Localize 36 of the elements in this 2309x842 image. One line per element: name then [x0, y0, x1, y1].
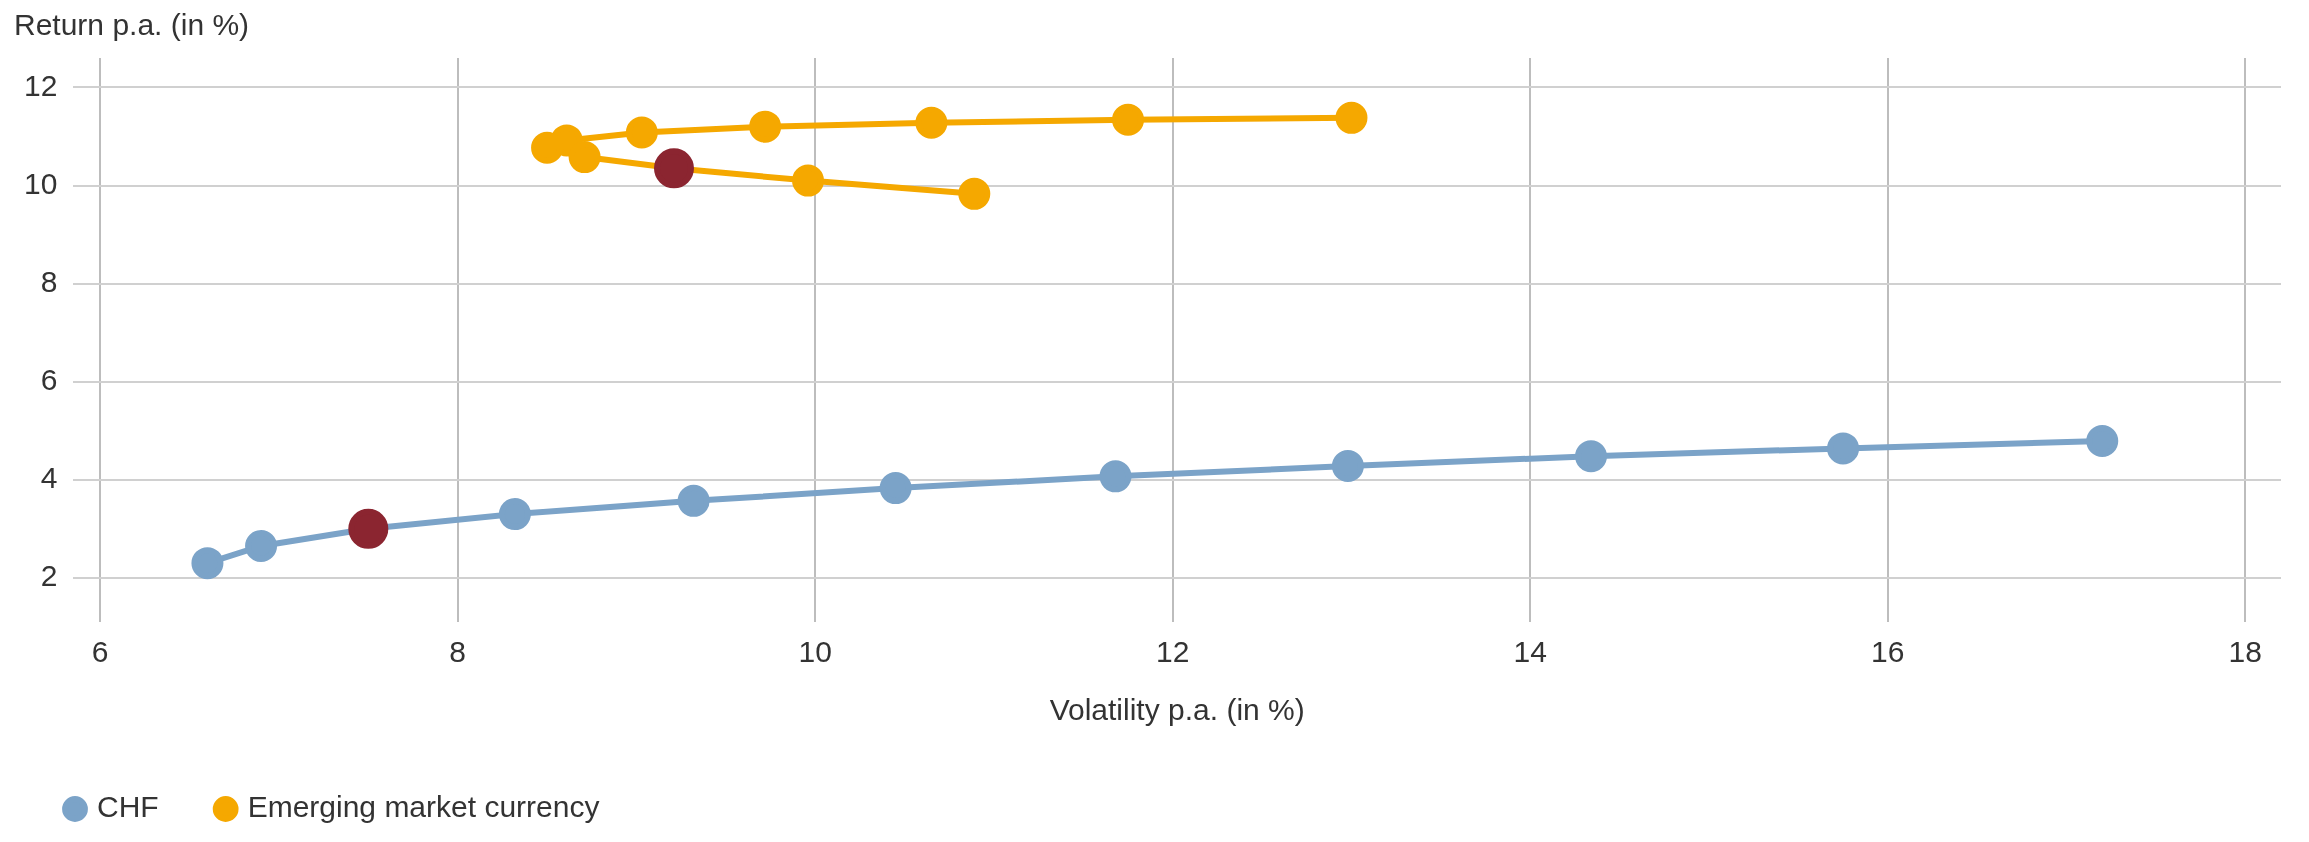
point: [1331, 450, 1364, 483]
x-tick-label: 10: [798, 635, 832, 669]
point: [1335, 101, 1368, 134]
point: [958, 177, 991, 210]
point: [1099, 460, 1132, 493]
point: [749, 110, 782, 143]
y-tick-label: 4: [40, 461, 58, 495]
y-tick-label: 6: [40, 362, 58, 396]
point: [1112, 103, 1145, 136]
point: [792, 164, 825, 197]
point: [191, 547, 224, 580]
x-tick-label: 8: [449, 635, 467, 669]
x-tick-label: 6: [91, 635, 109, 669]
point: [915, 106, 948, 139]
x-tick-label: 18: [2228, 635, 2262, 669]
point: [879, 472, 912, 505]
point: [531, 131, 564, 164]
x-axis-title: Volatility p.a. (in %): [1049, 693, 1305, 727]
point: [625, 116, 658, 149]
point: [568, 141, 601, 174]
legend-label: Emerging market currency: [247, 790, 600, 824]
y-tick-label: 12: [23, 68, 58, 102]
point: [677, 484, 710, 517]
point: [498, 498, 531, 531]
x-tick-label: 12: [1156, 635, 1190, 669]
y-tick-label: 2: [40, 559, 58, 593]
y-tick-label: 10: [23, 166, 58, 200]
y-tick-label: 8: [40, 264, 58, 298]
x-tick-label: 16: [1871, 635, 1905, 669]
point: [2086, 425, 2119, 458]
legend-label: CHF: [97, 790, 159, 824]
point: [1827, 432, 1860, 465]
x-tick-label: 14: [1513, 635, 1547, 669]
point: [1575, 440, 1607, 473]
y-axis-title: Return p.a. (in %): [14, 8, 250, 42]
point: [245, 529, 278, 562]
